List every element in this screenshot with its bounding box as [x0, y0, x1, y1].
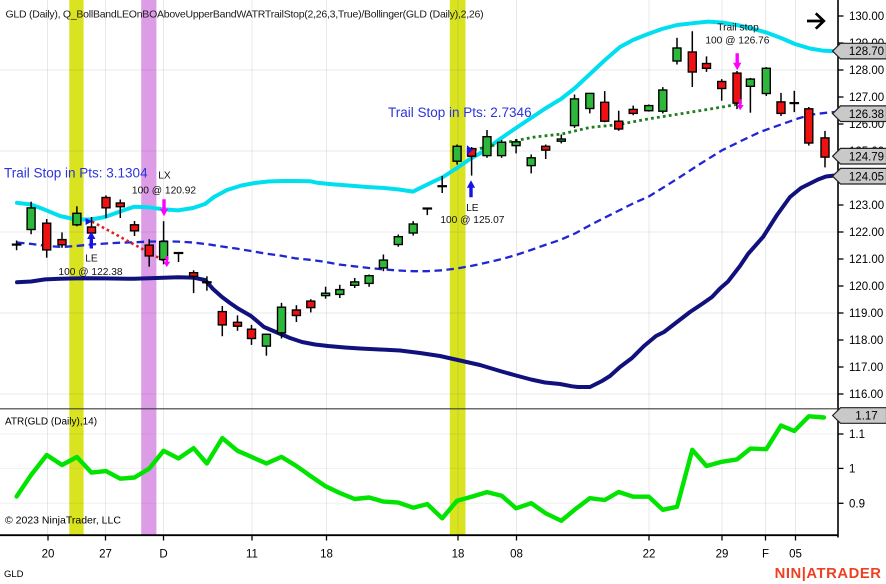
svg-text:Trail stop: Trail stop: [717, 22, 759, 33]
svg-text:1.17: 1.17: [855, 411, 877, 423]
svg-text:116.00: 116.00: [849, 389, 883, 401]
svg-text:124.79: 124.79: [849, 151, 884, 163]
svg-text:20: 20: [42, 549, 55, 561]
svg-text:GLD: GLD: [4, 569, 24, 580]
svg-text:27: 27: [99, 549, 112, 561]
svg-text:124.05: 124.05: [849, 171, 884, 183]
svg-text:128.00: 128.00: [849, 65, 884, 77]
svg-text:100 @ 122.38: 100 @ 122.38: [58, 267, 122, 278]
svg-text:126.38: 126.38: [849, 109, 884, 121]
svg-text:100 @ 125.07: 100 @ 125.07: [440, 215, 504, 226]
svg-text:100 @ 126.76: 100 @ 126.76: [705, 36, 769, 47]
svg-text:117.00: 117.00: [849, 362, 883, 374]
svg-text:F: F: [762, 549, 769, 561]
svg-text:GLD (Daily), Q_BollBandLEOnBOA: GLD (Daily), Q_BollBandLEOnBOAboveUpperB…: [6, 9, 484, 21]
svg-text:Trail Stop in Pts: 2.7346: Trail Stop in Pts: 2.7346: [388, 105, 532, 120]
svg-text:LX: LX: [158, 171, 171, 182]
svg-text:119.00: 119.00: [849, 308, 883, 320]
svg-text:LE: LE: [85, 254, 98, 265]
svg-text:121.00: 121.00: [849, 254, 884, 266]
svg-text:100 @ 120.92: 100 @ 120.92: [132, 186, 196, 197]
svg-text:11: 11: [246, 549, 258, 561]
svg-text:18: 18: [320, 549, 333, 561]
svg-text:1: 1: [849, 463, 855, 475]
svg-text:130.00: 130.00: [849, 11, 884, 23]
svg-text:05: 05: [789, 549, 802, 561]
svg-text:0.9: 0.9: [849, 498, 865, 510]
svg-text:29: 29: [716, 549, 729, 561]
svg-text:127.00: 127.00: [849, 92, 884, 104]
svg-text:118.00: 118.00: [849, 335, 883, 347]
svg-text:NIN|ATRADER: NIN|ATRADER: [775, 566, 882, 582]
svg-text:Trail Stop in Pts: 3.1304: Trail Stop in Pts: 3.1304: [4, 166, 148, 181]
svg-text:122.00: 122.00: [849, 227, 884, 239]
svg-text:128.70: 128.70: [849, 46, 884, 58]
svg-text:22: 22: [643, 549, 656, 561]
svg-text:18: 18: [452, 549, 465, 561]
svg-text:1.1: 1.1: [849, 429, 865, 441]
svg-text:123.00: 123.00: [849, 200, 884, 212]
svg-text:LE: LE: [466, 203, 479, 214]
svg-text:ATR(GLD (Daily),14): ATR(GLD (Daily),14): [5, 417, 97, 428]
svg-text:120.00: 120.00: [849, 281, 884, 293]
svg-text:© 2023 NinjaTrader, LLC: © 2023 NinjaTrader, LLC: [5, 515, 121, 527]
svg-text:08: 08: [510, 549, 523, 561]
svg-text:D: D: [159, 549, 167, 561]
